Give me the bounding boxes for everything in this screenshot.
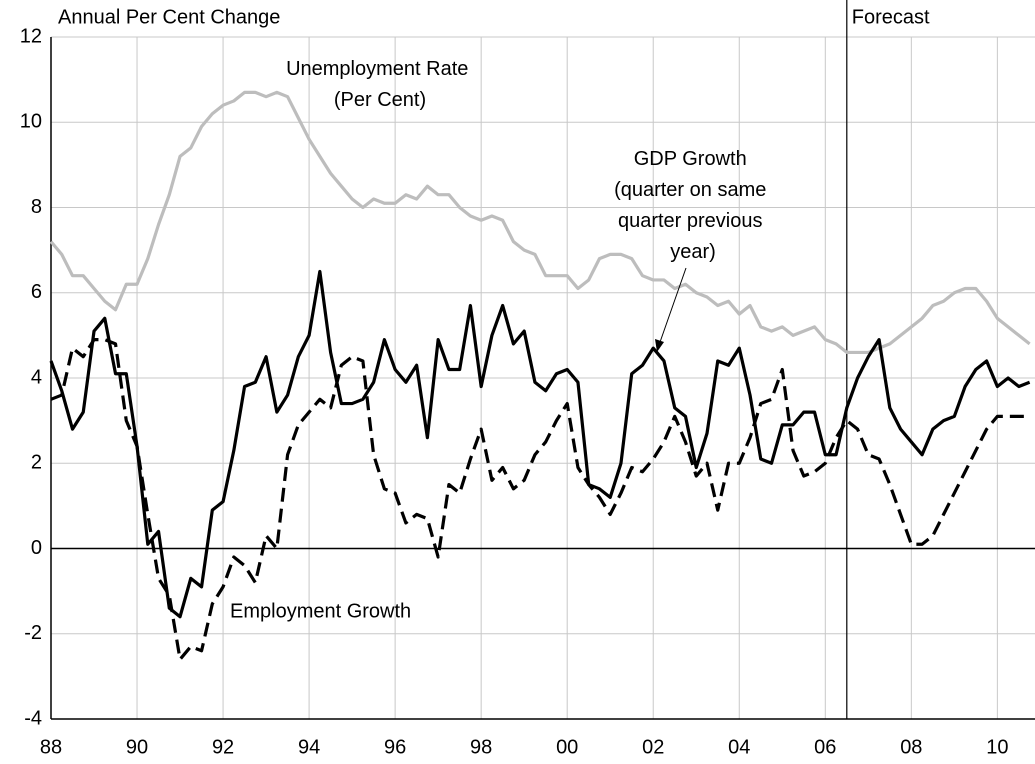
x-tick-label: 02 [642, 736, 664, 758]
gdp-arrow [658, 267, 687, 346]
y-tick-label: -2 [24, 622, 42, 644]
x-tick-label: 06 [814, 736, 836, 758]
label-line: (quarter on same [614, 179, 766, 201]
x-tick-label: 92 [212, 736, 234, 758]
y-tick-label: 6 [31, 281, 42, 303]
y-tick-label: 2 [31, 452, 42, 474]
y-tick-label: -4 [24, 707, 42, 729]
label-line: (Per Cent) [334, 89, 426, 111]
label-line: year) [670, 241, 716, 263]
x-tick-label: 00 [556, 736, 578, 758]
series-line [49, 269, 1031, 619]
series-line [49, 90, 1031, 355]
x-tick-label: 96 [384, 736, 406, 758]
employment-label: Employment Growth [230, 600, 411, 622]
grid [50, 0, 1035, 720]
y-tick-label: 8 [31, 196, 42, 218]
y-axis-label: Annual Per Cent Change [58, 6, 280, 28]
lines [49, 90, 1031, 661]
x-tick-label: 90 [126, 736, 148, 758]
y-tick-label: 0 [31, 537, 42, 559]
x-tick-label: 04 [728, 736, 750, 758]
forecast-label: Forecast [852, 6, 930, 28]
x-tick-label: 08 [900, 736, 922, 758]
y-tick-label: 4 [31, 366, 42, 388]
label-line: quarter previous [618, 210, 763, 232]
y-tick-label: 10 [20, 111, 42, 133]
unemployment-label: Unemployment Rate (Per Cent) [286, 58, 474, 111]
label-line: GDP Growth [634, 148, 747, 170]
x-tick-label: 94 [298, 736, 320, 758]
x-tick-label: 98 [470, 736, 492, 758]
y-tick-label: 12 [20, 25, 42, 47]
gdp-label: GDP Growth (quarter on same quarter prev… [614, 148, 772, 263]
label-line: Unemployment Rate [286, 58, 468, 80]
series-line [50, 338, 1030, 661]
x-tick-label: 10 [986, 736, 1008, 758]
x-tick-label: 88 [40, 736, 62, 758]
gdp-arrow-head [655, 339, 664, 352]
